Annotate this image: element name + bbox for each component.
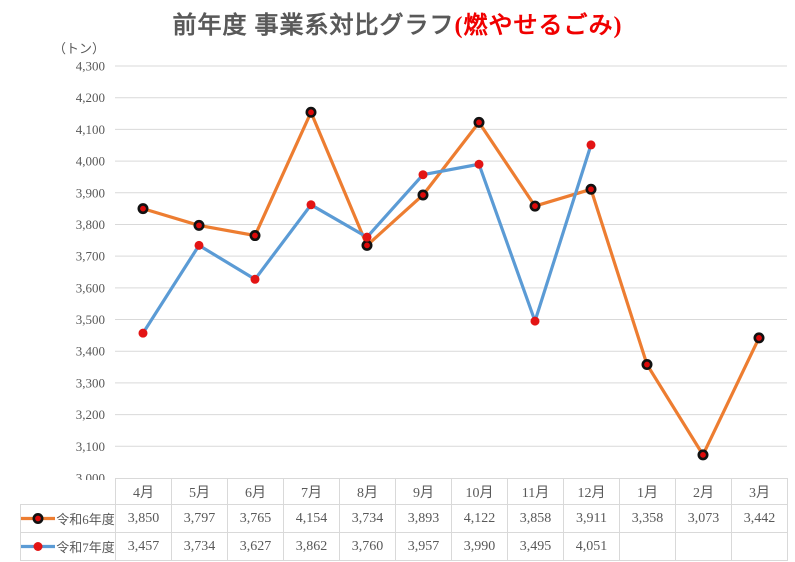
legend-key-marker (33, 542, 43, 551)
y-tick-label: 3,000 (76, 471, 105, 481)
value-cell-series-2: 3,862 (283, 532, 340, 561)
value-cell-series-1: 3,858 (507, 504, 564, 533)
legend-label-series-1: 令和6年度 (56, 512, 115, 527)
value-cell-series-1: 3,797 (171, 504, 228, 533)
y-tick-label: 3,400 (76, 344, 105, 359)
legend-key-icon-series-2 (21, 542, 56, 551)
value-cell-series-1: 3,358 (619, 504, 676, 533)
y-axis-unit-label: （トン） (52, 41, 105, 56)
data-table: 4月 5月 6月 7月 8月 9月 10月 11月 12月 1月 2月 3月 令和6年度 3,850 3,7… (20, 478, 788, 561)
value-cell-series-2: 3,457 (115, 532, 172, 561)
y-tick-label: 4,200 (76, 90, 105, 105)
data-point-marker-series-2 (194, 240, 204, 250)
data-point-marker-series-1 (361, 239, 373, 251)
data-point-marker-series-2 (250, 274, 260, 284)
legend-cell-series-2: 令和7年度 (20, 532, 116, 561)
data-point-marker-series-2 (362, 232, 372, 242)
y-tick-label: 4,000 (76, 154, 105, 169)
value-cell-series-2: 3,957 (395, 532, 452, 561)
y-tick-label: 3,500 (76, 312, 105, 327)
data-point-marker-series-1 (193, 219, 205, 231)
month-header-cell: 3月 (731, 478, 788, 505)
y-tick-label: 3,600 (76, 280, 105, 295)
month-header-cell: 8月 (339, 478, 396, 505)
value-cell-series-2 (619, 532, 676, 561)
value-cell-series-1: 3,765 (227, 504, 284, 533)
y-tick-label: 3,300 (76, 375, 105, 390)
legend-label-series-2: 令和7年度 (56, 540, 115, 555)
y-tick-label: 4,300 (76, 59, 105, 74)
value-cell-series-2: 3,495 (507, 532, 564, 561)
chart-title: 前年度 事業系対比グラフ(燃やせるごみ) (0, 5, 795, 40)
month-header-cell: 1月 (619, 478, 676, 505)
legend-key-marker (32, 513, 44, 524)
value-cell-series-1: 3,073 (675, 504, 732, 533)
table-body: 4月 5月 6月 7月 8月 9月 10月 11月 12月 1月 2月 3月 令和6年度 3,850 3,7… (20, 478, 788, 561)
data-point-marker-series-1 (697, 449, 709, 461)
series-line-1 (141, 110, 761, 457)
data-point-marker-series-1 (585, 183, 597, 195)
data-point-marker-series-1 (249, 230, 261, 242)
value-cell-series-1: 3,442 (731, 504, 788, 533)
chart-title-highlight: (燃やせるごみ) (454, 13, 623, 39)
value-cell-series-2: 3,760 (339, 532, 396, 561)
data-point-marker-series-1 (137, 203, 149, 215)
month-header-cell: 9月 (395, 478, 452, 505)
month-header-cell: 12月 (563, 478, 620, 505)
table-series-row-2: 令和7年度 3,457 3,734 3,627 3,862 3,760 3,957 3,990… (20, 532, 788, 561)
value-cell-series-1: 3,734 (339, 504, 396, 533)
month-header-cell: 6月 (227, 478, 284, 505)
data-point-marker-series-1 (529, 200, 541, 212)
value-cell-series-1: 4,122 (451, 504, 508, 533)
value-cell-series-2 (731, 532, 788, 561)
month-header-cell: 2月 (675, 478, 732, 505)
y-tick-label: 3,700 (76, 249, 105, 264)
y-tick-label: 3,800 (76, 217, 105, 232)
table-corner-cell (21, 479, 116, 505)
table-header-row: 4月 5月 6月 7月 8月 9月 10月 11月 12月 1月 2月 3月 (21, 478, 788, 505)
table-series-row-1: 令和6年度 3,850 3,797 3,765 4,154 3,734 3,893 4,122… (20, 504, 788, 533)
y-tick-label: 3,200 (76, 407, 105, 422)
data-point-marker-series-2 (474, 159, 484, 169)
value-cell-series-2: 3,627 (227, 532, 284, 561)
y-tick-label: 3,100 (76, 439, 105, 454)
data-point-marker-series-2 (418, 170, 428, 180)
y-tick-label: 3,900 (76, 185, 105, 200)
data-point-marker-series-1 (641, 359, 653, 371)
data-point-marker-series-1 (473, 116, 485, 128)
data-point-marker-series-2 (306, 200, 316, 210)
month-header-cell: 11月 (507, 478, 564, 505)
data-point-marker-series-1 (753, 332, 765, 344)
value-cell-series-2: 3,734 (171, 532, 228, 561)
value-cell-series-2: 4,051 (563, 532, 620, 561)
month-header-cell: 10月 (451, 478, 508, 505)
value-cell-series-1: 4,154 (283, 504, 340, 533)
data-point-marker-series-2 (138, 328, 148, 338)
data-point-marker-series-1 (417, 189, 429, 201)
value-cell-series-1: 3,850 (115, 504, 172, 533)
month-header-cell: 4月 (115, 478, 172, 505)
chart-title-main: 前年度 事業系対比グラフ (172, 13, 455, 39)
value-cell-series-1: 3,911 (563, 504, 620, 533)
data-point-marker-series-2 (586, 140, 596, 150)
chart-canvas: 3,000 3,100 3,200 3,300 3,400 3,500 3,600 3,700… (76, 59, 787, 481)
data-point-marker-series-1 (305, 106, 317, 118)
value-cell-series-2 (675, 532, 732, 561)
legend-key-icon-series-1 (21, 513, 56, 524)
month-header-cell: 7月 (283, 478, 340, 505)
value-cell-series-1: 3,893 (395, 504, 452, 533)
month-header-cell: 5月 (171, 478, 228, 505)
y-tick-label: 4,100 (76, 122, 105, 137)
value-cell-series-2: 3,990 (451, 532, 508, 561)
data-point-marker-series-2 (530, 316, 540, 326)
legend-cell-series-1: 令和6年度 (20, 504, 116, 533)
